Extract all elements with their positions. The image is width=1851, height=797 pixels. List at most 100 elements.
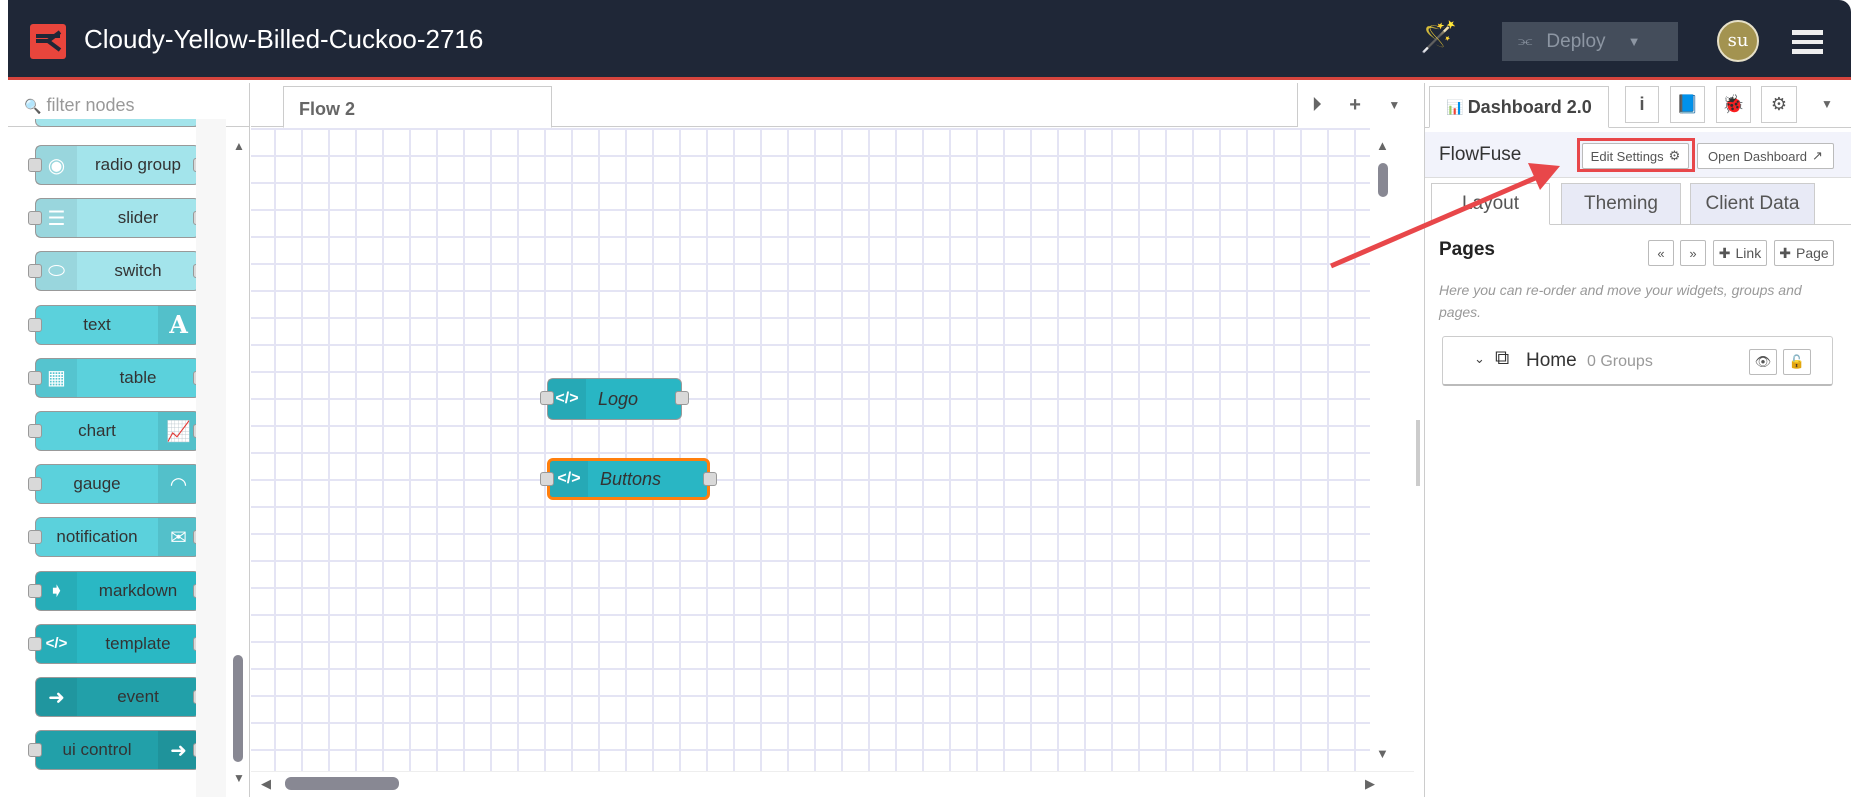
caret-down-icon[interactable]: ▼ xyxy=(1627,34,1641,49)
subtab-layout[interactable]: Layout xyxy=(1431,183,1550,225)
eye-icon: 👁 xyxy=(1754,354,1772,369)
palette-node-notification[interactable]: notification ✉ xyxy=(28,517,207,558)
palette-node-label: radio group xyxy=(94,155,181,174)
scroll-left-icon[interactable]: ◀ xyxy=(261,776,271,791)
chevrons-up-icon: « xyxy=(1657,245,1665,261)
canvas-horizontal-scrollbar[interactable] xyxy=(285,777,399,790)
visibility-toggle[interactable]: 👁 xyxy=(1749,349,1777,375)
palette-node-label: table xyxy=(119,367,157,387)
subtab-client-data[interactable]: Client Data xyxy=(1690,183,1815,225)
magic-wand-icon[interactable]: 🪄 xyxy=(1420,21,1458,54)
envelope-icon: ✉ xyxy=(158,518,199,557)
palette-node-label: event xyxy=(117,687,159,706)
vertical-scroll-track[interactable]: ▲ ▼ xyxy=(1370,128,1397,771)
palette-node-slider[interactable]: ☰ slider xyxy=(28,198,207,239)
palette-node-chart[interactable]: chart 📈 xyxy=(28,411,207,451)
flow-node-buttons[interactable]: </> Buttons xyxy=(540,458,717,500)
gear-icon[interactable]: ⚙ xyxy=(1761,86,1797,123)
tab-dashboard[interactable]: 📊 Dashboard 2.0 xyxy=(1429,86,1609,128)
info-icon[interactable]: i xyxy=(1625,86,1659,123)
book-icon[interactable]: 📘 xyxy=(1670,86,1705,123)
palette-node-template[interactable]: </> template xyxy=(28,623,207,664)
palette-node-label: gauge xyxy=(73,474,121,494)
palette-node-radio-group[interactable]: ◉ radio group xyxy=(28,145,207,185)
input-port[interactable] xyxy=(540,391,554,405)
scroll-up-icon[interactable]: ▲ xyxy=(233,139,245,153)
input-port[interactable] xyxy=(540,472,554,486)
scroll-down-icon[interactable]: ▼ xyxy=(233,771,245,785)
hamburger-menu-icon[interactable] xyxy=(1792,30,1823,54)
page-item-home[interactable]: ⌄ ⧉ Home 0 Groups 👁 🔓 xyxy=(1442,336,1833,386)
code-icon: </> xyxy=(550,461,588,497)
palette-node-table[interactable]: ▦ table xyxy=(28,357,207,398)
flow-canvas[interactable]: </> Logo </> Buttons ▲ ▼ xyxy=(251,128,1397,771)
add-link-button[interactable]: ✚ Link xyxy=(1713,240,1767,266)
chevron-down-icon[interactable]: ⌄ xyxy=(1474,351,1485,366)
palette-node-label: chart xyxy=(78,421,116,440)
collapse-all-button[interactable]: « xyxy=(1648,240,1674,266)
palette-node-gauge[interactable]: gauge ◠ xyxy=(28,464,200,505)
palette-node-label: notification xyxy=(56,527,138,547)
table-icon: ▦ xyxy=(36,358,77,397)
gear-icon: ⚙ xyxy=(1668,148,1681,163)
help-text: Here you can re-order and move your widg… xyxy=(1439,282,1802,320)
scroll-right-icon[interactable]: ▶ xyxy=(1365,776,1375,791)
input-port xyxy=(28,530,42,545)
arrow-circle-icon: ➜ xyxy=(158,731,199,770)
user-avatar[interactable]: su xyxy=(1717,20,1759,62)
palette-node-label: ui control xyxy=(62,740,132,760)
sidebar-menu-caret-icon[interactable]: ▼ xyxy=(1821,97,1833,111)
palette-node-event[interactable]: ➜ event xyxy=(35,677,207,717)
sliders-icon: ☰ xyxy=(36,199,77,238)
palette-scroll-track[interactable] xyxy=(196,119,226,797)
deploy-label: Deploy xyxy=(1546,30,1606,52)
search-icon: 🔍 xyxy=(24,98,42,114)
sidebar-resize-handle[interactable] xyxy=(1416,420,1420,486)
input-port xyxy=(28,264,42,279)
horizontal-scroll-track[interactable]: ◀ ▶ xyxy=(251,771,1414,797)
palette-node-label: switch xyxy=(114,261,162,281)
canvas-vertical-scrollbar[interactable] xyxy=(1378,163,1388,197)
lock-toggle[interactable]: 🔓 xyxy=(1783,349,1811,375)
scroll-tabs-right-icon[interactable]: ⏵ xyxy=(1311,93,1322,116)
node-label: Buttons xyxy=(600,468,662,489)
toggle-icon: ⬭ xyxy=(36,252,77,291)
palette-scrollbar[interactable] xyxy=(233,655,243,762)
expand-all-button[interactable]: » xyxy=(1680,240,1706,266)
palette-node-markdown[interactable]: ➧ markdown xyxy=(28,570,207,611)
edit-settings-button[interactable]: Edit Settings ⚙ xyxy=(1582,143,1689,169)
palette-node-label: markdown xyxy=(98,580,178,600)
page-name: Home xyxy=(1526,350,1577,371)
bug-icon[interactable]: 🐞 xyxy=(1716,86,1751,123)
open-dashboard-button[interactable]: Open Dashboard ↗ xyxy=(1697,143,1834,169)
input-port xyxy=(28,477,42,492)
input-port xyxy=(28,424,42,438)
subtab-theming[interactable]: Theming xyxy=(1561,183,1681,225)
scroll-down-icon[interactable]: ▼ xyxy=(1376,746,1389,761)
app-header: Cloudy-Yellow-Billed-Cuckoo-2716 🪄 ⫘ Dep… xyxy=(8,0,1851,80)
deploy-button[interactable]: ⫘ Deploy ▼ xyxy=(1502,22,1678,61)
palette-node-label: text xyxy=(83,314,111,334)
deploy-icon: ⫘ xyxy=(1518,32,1533,50)
input-port xyxy=(28,636,42,651)
output-port[interactable] xyxy=(703,472,717,486)
output-port[interactable] xyxy=(675,391,689,405)
tab-list-caret-icon[interactable]: ▼ xyxy=(1388,98,1401,112)
dashboard-header: FlowFuse Edit Settings ⚙ Open Dashboard ↗ xyxy=(1425,132,1851,178)
add-flow-icon[interactable]: + xyxy=(1349,93,1361,116)
palette-node-text[interactable]: text A xyxy=(28,304,200,345)
tab-flow-2[interactable]: Flow 2 xyxy=(283,86,552,128)
palette-node-switch[interactable]: ⬭ switch xyxy=(28,251,207,292)
add-page-button[interactable]: ✚ Page xyxy=(1774,240,1834,266)
input-port xyxy=(28,583,42,598)
bar-chart-icon: 📊 xyxy=(1446,98,1464,115)
scroll-up-icon[interactable]: ▲ xyxy=(1376,138,1389,153)
font-icon: A xyxy=(158,305,199,344)
palette-node-ui-control[interactable]: ui control ➜ xyxy=(28,730,207,771)
workspace-tabs: Flow 2 ⏵ + ▼ xyxy=(251,83,1414,128)
input-port xyxy=(28,743,42,758)
palette-node-partial[interactable] xyxy=(35,119,200,127)
input-port xyxy=(28,317,42,332)
flow-node-logo[interactable]: </> Logo xyxy=(540,378,689,420)
add-page-label: Page xyxy=(1796,245,1829,261)
